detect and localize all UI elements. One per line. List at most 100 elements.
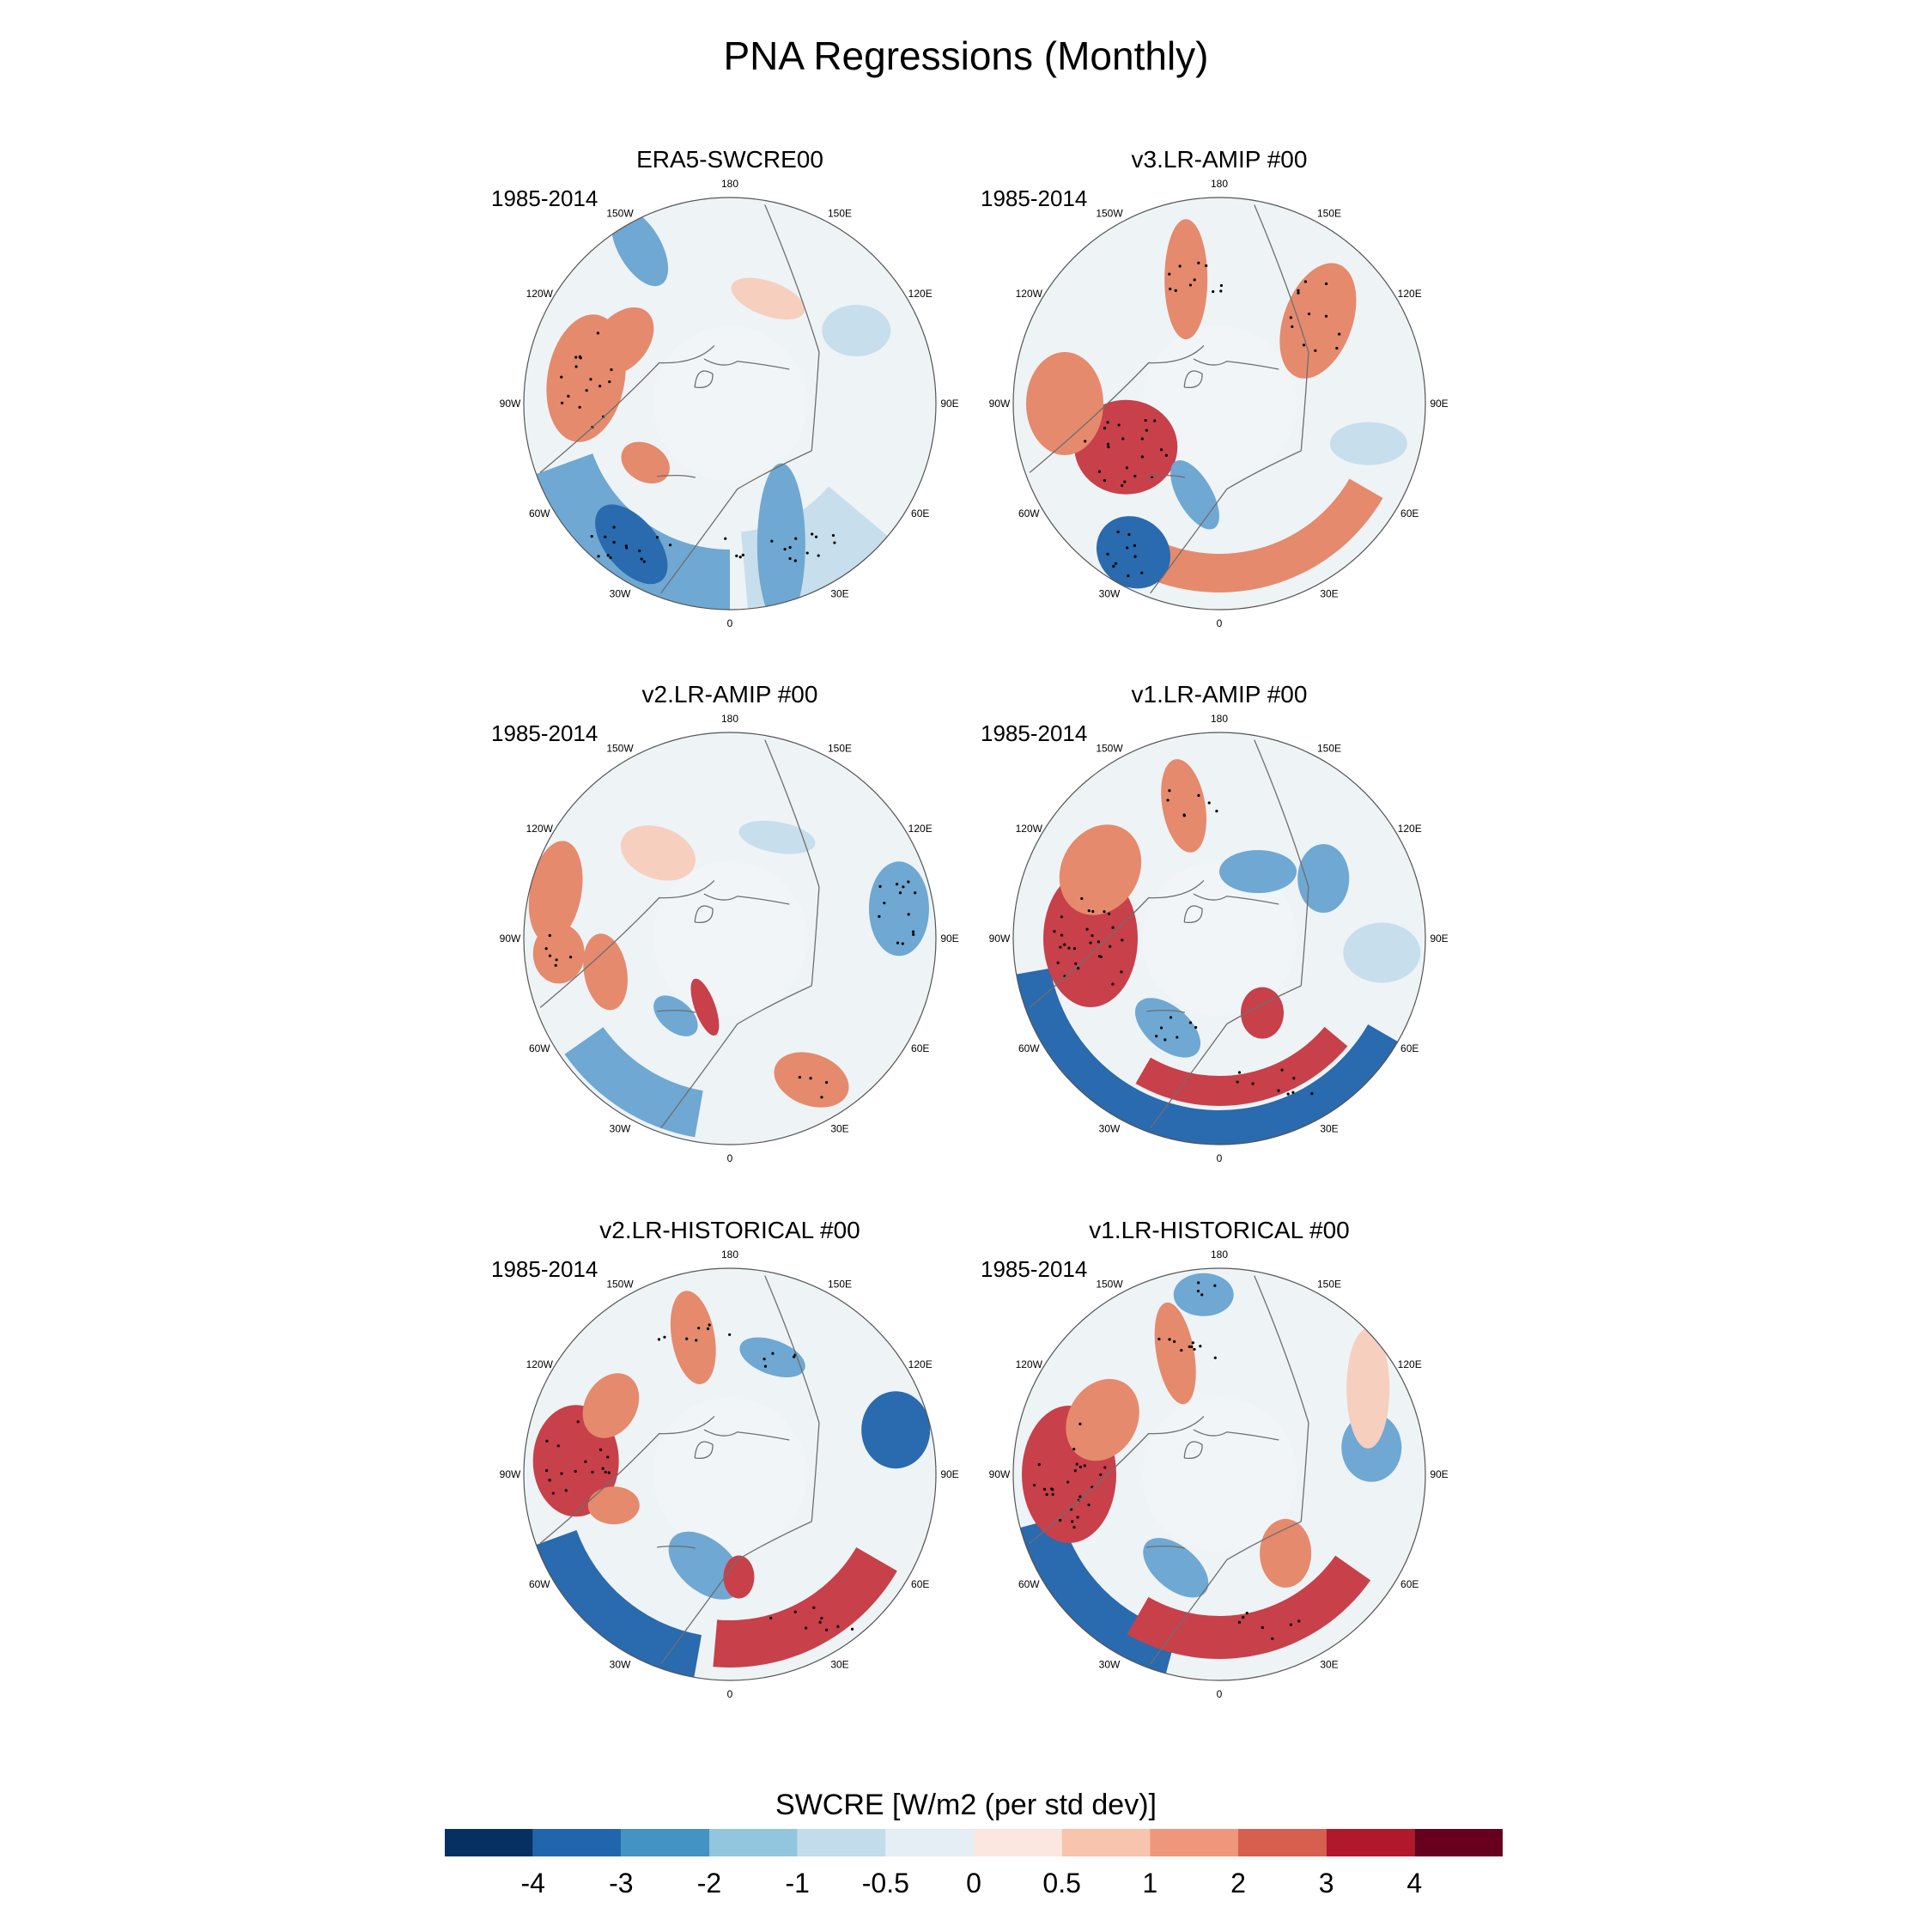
- arctic-field: [653, 1397, 807, 1552]
- significance-dot: [818, 1620, 822, 1624]
- significance-dot: [1107, 912, 1111, 915]
- colorbar-swatch: [797, 1829, 886, 1856]
- anomaly-blob: [861, 1391, 931, 1469]
- coastline: [1146, 1010, 1186, 1013]
- significance-dot: [1133, 474, 1137, 478]
- colorbar-swatch: [532, 1829, 622, 1856]
- colorbar-tick-label: -3: [609, 1868, 633, 1899]
- longitude-label: 60W: [1018, 507, 1040, 519]
- longitude-label: 150W: [1096, 207, 1123, 219]
- significance-dot: [1116, 530, 1120, 534]
- significance-dot: [1071, 1520, 1074, 1523]
- longitude-label: 60W: [529, 1042, 550, 1054]
- significance-dot: [1157, 1337, 1161, 1341]
- significance-dot: [685, 1337, 689, 1340]
- coastlines: [539, 739, 820, 1129]
- significance-dot: [798, 1075, 801, 1079]
- coastline: [694, 1441, 714, 1460]
- longitude-label: 120E: [908, 823, 933, 835]
- longitude-label: 60W: [529, 507, 550, 519]
- coastlines: [539, 204, 820, 594]
- arctic-field: [653, 861, 807, 1016]
- significance-dot: [1125, 466, 1128, 470]
- arctic-field: [1142, 1397, 1297, 1552]
- significance-dot: [1302, 343, 1306, 347]
- anomaly-blob: [1297, 844, 1350, 913]
- significance-dot: [1103, 910, 1106, 914]
- longitude-label: 90W: [989, 398, 1011, 410]
- significance-dot: [1174, 289, 1177, 292]
- colorbar-swatch: [1238, 1829, 1327, 1856]
- significance-dot: [1103, 1466, 1107, 1469]
- significance-dot: [1097, 940, 1100, 944]
- significance-dot: [604, 535, 607, 538]
- significance-dot: [1207, 801, 1211, 805]
- longitude-label: 150E: [828, 1278, 852, 1290]
- significance-dot: [606, 1455, 610, 1459]
- significance-dot: [545, 1469, 549, 1473]
- significance-dot: [1213, 1356, 1217, 1359]
- coastline: [657, 1546, 696, 1549]
- longitude-label: 60E: [1400, 1578, 1419, 1590]
- significance-dot: [1166, 799, 1170, 802]
- significance-dot: [812, 1606, 816, 1609]
- significance-dot: [1140, 571, 1144, 574]
- colorbar-tick-label: -0.5: [862, 1868, 909, 1899]
- coastlines: [1029, 739, 1309, 1129]
- coastline: [764, 204, 820, 452]
- significance-dot: [1205, 264, 1208, 268]
- period-label: 1985-2014: [981, 1256, 1088, 1282]
- significance-dot: [555, 958, 558, 962]
- significance-dot: [604, 1470, 607, 1473]
- significance-dot: [640, 557, 643, 561]
- polar-map: 180 150E 120E 90E 60E 30E 0 30W 60W 90W 120W 150W: [989, 1249, 1449, 1700]
- colorbar-swatch: [709, 1829, 798, 1856]
- significance-dot: [850, 1627, 854, 1631]
- coastline: [694, 905, 714, 924]
- significance-dot: [574, 1469, 577, 1473]
- coastline: [1183, 1441, 1203, 1460]
- significance-dot: [824, 1628, 829, 1631]
- significance-dot: [1164, 453, 1168, 457]
- significance-dot: [793, 1610, 797, 1613]
- polar-map: 180 150E 120E 90E 60E 30E 0 30W 60W 90W 120W 150W: [989, 713, 1449, 1164]
- significance-dot: [596, 331, 600, 335]
- field-layer: [524, 732, 936, 1145]
- significance-dot: [896, 941, 900, 945]
- field-layer: [524, 1268, 936, 1680]
- significance-dot: [1297, 289, 1300, 292]
- significance-dot: [1163, 1038, 1167, 1042]
- significance-dot: [1127, 574, 1130, 578]
- significance-dot: [1193, 1347, 1196, 1352]
- significance-dot: [1117, 423, 1121, 427]
- colorbar-tick-label: 1: [1142, 1868, 1157, 1899]
- significance-dot: [724, 537, 727, 540]
- significance-dot: [912, 933, 915, 936]
- significance-dot: [1051, 1492, 1054, 1496]
- significance-dot: [824, 1081, 829, 1084]
- significance-dot: [1121, 483, 1124, 488]
- significance-dot: [1075, 1462, 1078, 1466]
- field-layer: [524, 197, 936, 610]
- longitude-label: 60W: [529, 1578, 550, 1590]
- significance-dot: [1078, 1495, 1082, 1498]
- coastline: [1150, 985, 1302, 1129]
- panel-title: ERA5-SWCRE00: [636, 146, 823, 173]
- significance-dot: [1153, 419, 1157, 422]
- map-boundary: [523, 1267, 937, 1681]
- period-label: 1985-2014: [491, 185, 598, 211]
- significance-dot: [624, 544, 628, 548]
- longitude-label: 120E: [908, 288, 933, 300]
- longitude-label: 30E: [830, 1123, 848, 1135]
- significance-dot: [1261, 1625, 1264, 1630]
- significance-dot: [597, 555, 600, 558]
- coastline: [657, 475, 696, 478]
- significance-dot: [901, 942, 904, 945]
- anomaly-band: [536, 1529, 702, 1678]
- panel-title: v1.LR-AMIP #00: [1131, 681, 1308, 708]
- significance-dot: [805, 551, 809, 555]
- longitude-label: 30W: [1099, 1659, 1121, 1671]
- anomaly-blob: [756, 463, 805, 610]
- significance-dot: [608, 380, 611, 384]
- significance-dot: [1236, 1080, 1239, 1084]
